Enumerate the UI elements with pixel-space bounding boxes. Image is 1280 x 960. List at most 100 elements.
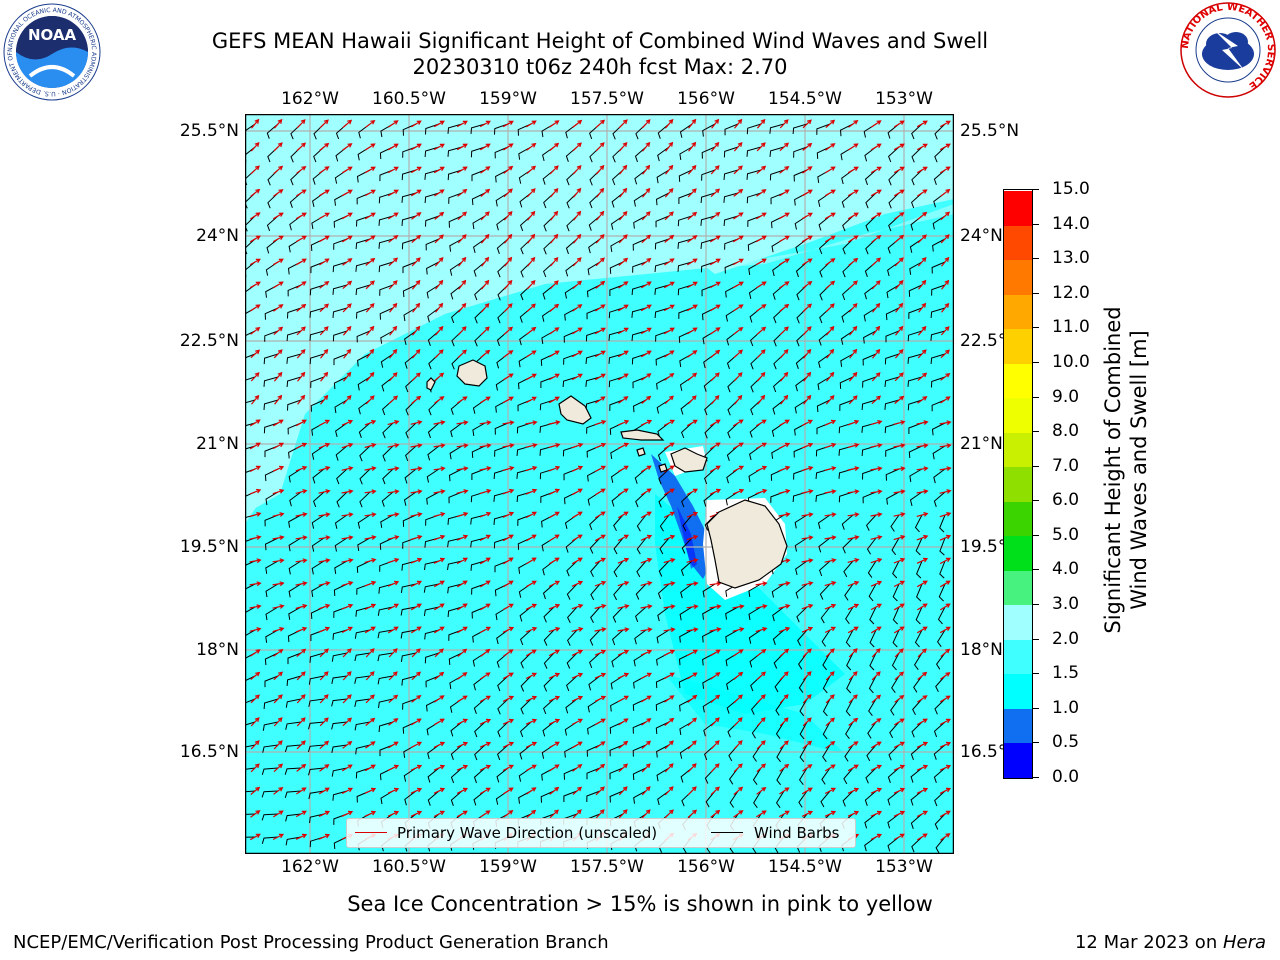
wind-barb [473,767,486,784]
wind-barb [451,307,463,324]
wave-arrow [318,442,331,449]
wind-barb [245,629,256,637]
wave-arrow [665,164,674,175]
wave-arrow [893,189,905,197]
wave-arrow [617,649,630,656]
wind-barb [865,192,877,209]
wind-barb [266,123,279,139]
wave-arrow [617,672,630,679]
wind-barb [566,675,578,692]
wave-arrow [387,143,399,151]
wind-barb [516,422,532,434]
wind-barb [930,307,946,319]
wind-barb [402,261,417,274]
wind-barb [566,652,578,669]
wind-barb [470,123,486,134]
wave-arrow [387,741,399,749]
wind-barb [543,675,555,692]
lat-tick-right: 21°N [960,434,1003,454]
wave-arrow [848,235,859,243]
wave-arrow [801,535,814,541]
wave-arrow [272,212,284,220]
wave-arrow [664,234,675,243]
wave-arrow [640,695,652,703]
wind-barb [845,721,854,740]
wind-barb [405,445,417,462]
wave-arrow [342,303,352,313]
wind-barb [311,537,325,552]
colorbar-tick-label: 13.0 [1052,248,1090,269]
wave-arrow [525,718,538,725]
wave-arrow [710,394,720,405]
wave-arrow [411,694,422,703]
wave-arrow [387,166,399,174]
wave-arrow [595,164,605,175]
wind-barb [679,146,693,160]
wind-barb [474,721,486,738]
wave-arrow [940,326,950,336]
wind-barb [543,698,555,715]
wave-arrow [641,119,651,129]
wave-arrow [801,558,814,563]
wind-barb [909,491,923,507]
wave-arrow [341,442,354,449]
wave-arrow [525,557,537,565]
colorbar-tick-mark [1033,534,1039,536]
wave-arrow [480,166,491,174]
wave-arrow [756,786,767,795]
wave-arrow [595,304,606,312]
wave-arrow [433,120,445,128]
wind-barb [471,169,486,182]
colorbar-segment [1004,363,1032,399]
wave-arrow [687,188,697,198]
wave-arrow [410,166,422,174]
colorbar-segment [1004,397,1032,433]
wave-arrow [412,302,421,313]
wind-barb [589,537,601,554]
wave-arrow [779,694,789,704]
wind-barb [520,721,532,738]
wind-barb [933,767,946,783]
wave-arrow [618,740,629,749]
wave-arrow [940,833,951,841]
wind-barb [497,721,509,738]
wind-barb [379,537,394,550]
wind-barb [679,721,693,735]
wind-barb [748,583,762,597]
wind-barb [404,330,417,346]
wind-barb [842,215,854,232]
wind-barb [608,307,624,319]
wind-barb [519,606,532,622]
wind-barb [263,422,279,434]
wave-arrow [410,626,422,634]
wind-barb [308,721,325,730]
wave-arrow [710,809,721,818]
colorbar-tick-label: 1.0 [1052,697,1080,718]
wave-arrow [364,189,376,197]
wind-barb [632,399,647,413]
wave-arrow [824,442,837,449]
wave-arrow [732,235,744,243]
wave-arrow [525,580,537,588]
wind-barb [284,790,302,798]
wave-arrow [824,189,836,197]
wave-arrow [917,695,928,703]
wind-barb [245,583,256,590]
wave-arrow [687,395,697,405]
wind-barb [609,790,624,803]
wave-arrow [802,694,812,704]
wind-barb [496,767,509,783]
wave-arrow [549,165,559,175]
wind-barb [613,514,624,532]
wave-arrow [503,649,514,657]
wind-barb [332,629,348,640]
wave-arrow [939,718,952,726]
wind-barb [263,399,279,410]
wave-arrow [549,327,560,335]
wave-arrow [571,488,583,496]
colorbar-tick-label: 15.0 [1052,179,1090,199]
wind-barb [427,422,440,439]
wave-arrow [732,258,744,266]
wave-arrow [733,141,743,152]
wind-barb [427,307,440,323]
